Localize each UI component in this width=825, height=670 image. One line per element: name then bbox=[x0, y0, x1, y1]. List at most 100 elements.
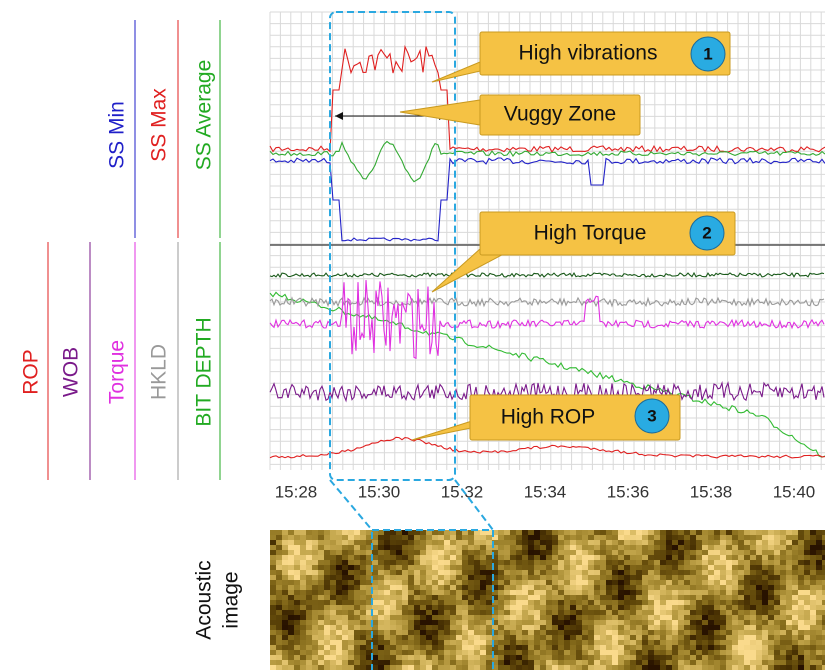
image-cell bbox=[750, 560, 757, 566]
image-cell bbox=[390, 590, 397, 596]
image-cell bbox=[516, 625, 523, 631]
image-cell bbox=[516, 665, 523, 670]
image-cell bbox=[678, 530, 685, 536]
image-cell bbox=[816, 635, 823, 641]
image-cell bbox=[582, 625, 589, 631]
image-cell bbox=[600, 555, 607, 561]
image-cell bbox=[300, 640, 307, 646]
image-cell bbox=[606, 600, 613, 606]
image-cell bbox=[288, 645, 295, 651]
image-cell bbox=[486, 555, 493, 561]
image-cell bbox=[762, 655, 769, 661]
image-cell bbox=[780, 605, 787, 611]
image-cell bbox=[798, 615, 805, 621]
image-cell bbox=[666, 600, 673, 606]
image-cell bbox=[270, 555, 277, 561]
image-cell bbox=[600, 665, 607, 670]
image-cell bbox=[534, 610, 541, 616]
image-cell bbox=[600, 625, 607, 631]
image-cell bbox=[690, 625, 697, 631]
image-cell bbox=[822, 565, 825, 571]
image-cell bbox=[822, 630, 825, 636]
image-cell bbox=[492, 575, 499, 581]
image-cell bbox=[306, 640, 313, 646]
image-cell bbox=[486, 560, 493, 566]
image-cell bbox=[726, 665, 733, 670]
image-cell bbox=[432, 630, 439, 636]
image-cell bbox=[462, 605, 469, 611]
image-cell bbox=[318, 615, 325, 621]
image-cell bbox=[624, 625, 631, 631]
image-cell bbox=[324, 655, 331, 661]
image-cell bbox=[318, 535, 325, 541]
image-cell bbox=[612, 530, 619, 536]
image-cell bbox=[408, 545, 415, 551]
image-cell bbox=[468, 615, 475, 621]
image-cell bbox=[816, 535, 823, 541]
image-cell bbox=[552, 560, 559, 566]
image-cell bbox=[672, 625, 679, 631]
image-cell bbox=[288, 660, 295, 666]
image-cell bbox=[498, 620, 505, 626]
image-cell bbox=[798, 605, 805, 611]
image-cell bbox=[744, 590, 751, 596]
image-cell bbox=[606, 665, 613, 670]
image-cell bbox=[600, 550, 607, 556]
image-cell bbox=[654, 605, 661, 611]
image-cell bbox=[516, 565, 523, 571]
image-cell bbox=[606, 530, 613, 536]
image-cell bbox=[756, 590, 763, 596]
image-cell bbox=[330, 630, 337, 636]
image-cell bbox=[396, 535, 403, 541]
image-cell bbox=[282, 560, 289, 566]
image-cell bbox=[324, 585, 331, 591]
image-cell bbox=[408, 615, 415, 621]
image-cell bbox=[744, 530, 751, 536]
image-cell bbox=[690, 560, 697, 566]
image-cell bbox=[810, 620, 817, 626]
image-cell bbox=[600, 610, 607, 616]
image-cell bbox=[750, 530, 757, 536]
image-cell bbox=[708, 545, 715, 551]
image-cell bbox=[570, 650, 577, 656]
image-cell bbox=[306, 660, 313, 666]
image-cell bbox=[690, 585, 697, 591]
image-cell bbox=[288, 570, 295, 576]
image-cell bbox=[780, 665, 787, 670]
image-cell bbox=[294, 605, 301, 611]
image-cell bbox=[552, 650, 559, 656]
image-cell bbox=[384, 595, 391, 601]
image-cell bbox=[792, 630, 799, 636]
image-cell bbox=[660, 575, 667, 581]
image-cell bbox=[378, 535, 385, 541]
image-cell bbox=[420, 665, 427, 670]
image-cell bbox=[354, 550, 361, 556]
image-cell bbox=[426, 535, 433, 541]
image-cell bbox=[576, 570, 583, 576]
image-cell bbox=[816, 565, 823, 571]
image-cell bbox=[612, 635, 619, 641]
image-cell bbox=[294, 585, 301, 591]
image-cell bbox=[600, 645, 607, 651]
image-cell bbox=[720, 575, 727, 581]
image-cell bbox=[768, 545, 775, 551]
image-cell bbox=[654, 650, 661, 656]
image-cell bbox=[288, 535, 295, 541]
image-cell bbox=[744, 635, 751, 641]
image-cell bbox=[654, 530, 661, 536]
image-cell bbox=[306, 550, 313, 556]
image-cell bbox=[792, 595, 799, 601]
image-cell bbox=[684, 550, 691, 556]
image-cell bbox=[420, 630, 427, 636]
image-cell bbox=[354, 620, 361, 626]
image-cell bbox=[774, 545, 781, 551]
image-cell bbox=[546, 590, 553, 596]
image-cell bbox=[534, 605, 541, 611]
image-cell bbox=[714, 615, 721, 621]
image-cell bbox=[438, 535, 445, 541]
image-cell bbox=[786, 585, 793, 591]
image-cell bbox=[426, 615, 433, 621]
image-cell bbox=[606, 550, 613, 556]
image-cell bbox=[396, 580, 403, 586]
image-cell bbox=[324, 575, 331, 581]
